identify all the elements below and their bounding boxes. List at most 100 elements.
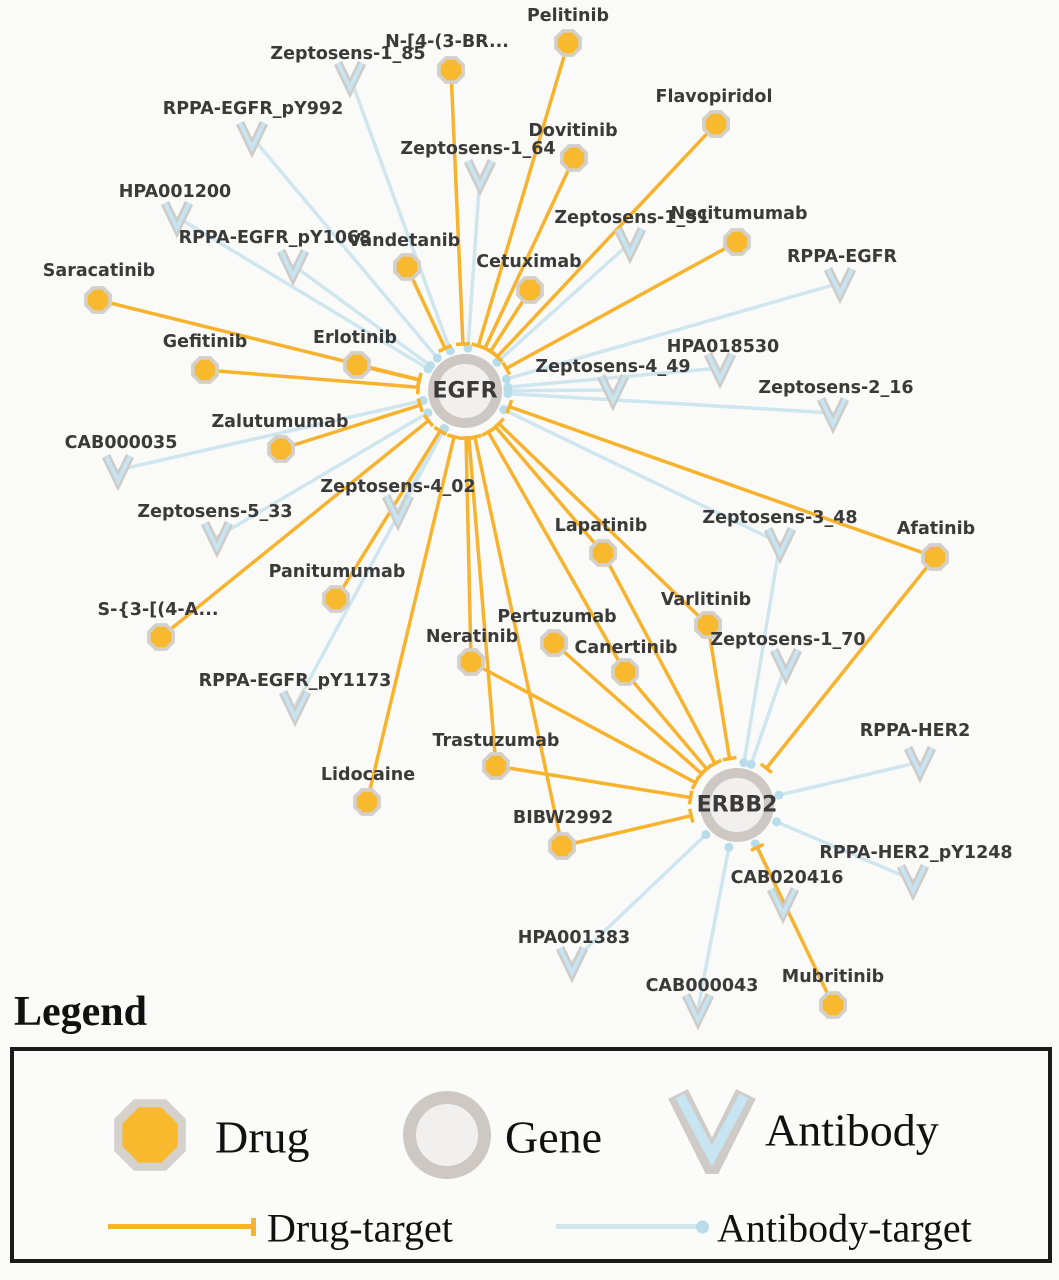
node-label-Pertuzumab: Pertuzumab	[497, 607, 616, 627]
gene-ring-icon	[438, 364, 492, 418]
edge-dot-icon	[432, 353, 442, 363]
antibody-target-edges	[117, 76, 921, 1010]
inhibition-bar-icon	[251, 1217, 256, 1236]
node-label-Flavopiridol: Flavopiridol	[656, 87, 773, 107]
edge-dot-icon	[425, 361, 435, 371]
inhibition-bar-icon	[505, 399, 514, 414]
edge-dot-icon	[724, 842, 734, 852]
drug-target-edge-Pertuzumab	[552, 641, 703, 776]
antibody-target-edge-RPPA-EGFR_pY1068	[291, 263, 432, 368]
drug-legend-label: Drug	[215, 1111, 310, 1163]
antibody-chevron-icon	[163, 202, 191, 233]
drug-target-edge-Pelitinib	[476, 42, 570, 347]
inhibition-bar-icon	[750, 842, 765, 852]
drug-octagon-icon	[924, 546, 946, 568]
antibody-target-edge-Zeptosens-1_70	[749, 663, 788, 765]
node-label-Trastuzumab: Trastuzumab	[433, 731, 560, 751]
drug-target-edge-Zalutumumab	[280, 403, 421, 451]
node-label-Neratinib: Neratinib	[426, 627, 518, 647]
node-label-Zeptosens-1_51: Zeptosens-1_51	[554, 208, 709, 228]
node-label-BIBW2992: BIBW2992	[513, 808, 613, 828]
drug-target-edge-Afatinib	[764, 555, 937, 770]
node-label-HPA001200: HPA001200	[119, 182, 231, 202]
edge-dot-icon	[746, 759, 756, 769]
antibody-target-edge-RPPA-EGFR	[505, 281, 841, 381]
drug-octagon-icon	[563, 147, 585, 169]
node-label-Dovitinib: Dovitinib	[528, 121, 617, 141]
drug-target-legend-label: Drug-target	[267, 1205, 453, 1251]
drug-octagon-icon	[551, 835, 573, 857]
inhibition-bar-icon	[492, 417, 505, 430]
antibody-target-legend-label: Antibody-target	[717, 1205, 972, 1251]
edge-dot-icon	[774, 790, 784, 800]
drug-octagon-icon	[705, 113, 727, 135]
inhibition-bar-icon	[438, 343, 453, 353]
drug-octagon-icon	[270, 438, 292, 460]
node-label-Saracatinib: Saracatinib	[43, 261, 155, 281]
inhibition-bar-icon	[690, 775, 701, 790]
inhibition-bar-icon	[415, 372, 423, 388]
drug-target-edge-BIBW2992	[473, 436, 564, 847]
inhibition-bar-icon	[446, 433, 462, 441]
antibody-target-edge-Zeptosens-4_49	[507, 388, 614, 393]
node-label-Zeptosens-4_02: Zeptosens-4_02	[320, 477, 475, 497]
edge-dot-icon	[463, 343, 473, 353]
drug-legend-icon	[114, 1099, 186, 1171]
node-label-Erlotinib: Erlotinib	[313, 328, 397, 348]
node-label-Zeptosens-1_64: Zeptosens-1_64	[400, 139, 555, 159]
drug-octagon-icon	[592, 542, 614, 564]
gene-legend-icon	[403, 1091, 491, 1179]
drug-target-edge-S-{3-[(4-A...	[159, 419, 430, 639]
antibody-chevron-icon	[384, 495, 412, 526]
antibody-chevron-icon	[466, 160, 494, 191]
drug-target-edge-Varlitinib	[706, 624, 732, 759]
node-label-RPPA-EGFR_pY1068: RPPA-EGFR_pY1068	[179, 228, 372, 248]
drug-target-edge-Lidocaine	[365, 436, 456, 803]
antibody-legend-icon	[668, 1089, 756, 1174]
antibody-chevron-icon	[766, 528, 794, 559]
drug-target-edge-Trastuzumab	[495, 764, 691, 800]
antibody-target-edge-Zeptosens-5_33	[216, 411, 429, 539]
drug-target-edges	[97, 42, 937, 1006]
node-label-Gefitinib: Gefitinib	[163, 332, 248, 352]
antibody-chevron-icon	[599, 375, 627, 406]
antibody-chevron-icon	[336, 62, 364, 93]
drug-octagon-icon	[557, 32, 579, 54]
inhibition-bar-icon	[687, 790, 694, 805]
antibody-target-legend-line	[556, 1220, 709, 1233]
inhibition-bar-icon	[501, 361, 512, 376]
node-label-N-[4-(3-BR...: N-[4-(3-BR...	[385, 32, 509, 52]
node-label-Canertinib: Canertinib	[575, 638, 678, 658]
antibody-legend-label: Antibody	[765, 1104, 939, 1156]
drug-target-edge-Trastuzumab	[467, 437, 498, 767]
node-label-CAB000035: CAB000035	[65, 433, 178, 453]
inhibition-bar-icon	[722, 755, 737, 762]
antibody-target-edge-HPA001383	[570, 833, 708, 964]
node-label-Zeptosens-1_85: Zeptosens-1_85	[270, 44, 425, 64]
antibody-target-edge-CAB000043	[696, 846, 731, 1010]
antibody-chevron-icon	[616, 228, 644, 259]
antibody-chevron-icon	[558, 947, 586, 978]
node-label-CAB020416: CAB020416	[731, 868, 844, 888]
drug-octagon-icon	[460, 651, 482, 673]
node-label-Vandetanib: Vandetanib	[348, 231, 460, 251]
antibody-target-edge-HPA018530	[507, 366, 721, 389]
gene-ring-icon	[710, 778, 764, 832]
inhibition-bar-icon	[483, 346, 498, 357]
antibody-target-edge-Zeptosens-3_48	[502, 408, 781, 545]
drug-target-edge-Dovitinib	[483, 157, 576, 350]
node-label-Mubritinib: Mubritinib	[782, 967, 884, 987]
inhibition-bar-icon	[700, 763, 714, 775]
gene-legend-label: Gene	[505, 1111, 603, 1163]
drug-octagon-icon	[325, 588, 347, 610]
drug-octagon-icon	[697, 614, 719, 636]
node-label-Zeptosens-2_16: Zeptosens-2_16	[758, 378, 913, 398]
node-label-Panitumumab: Panitumumab	[269, 562, 406, 582]
drug-target-edge-Lapatinib	[601, 552, 717, 765]
antibody-chevron-icon	[826, 268, 854, 299]
drug-target-edge-Afatinib	[508, 405, 936, 559]
node-label-RPPA-EGFR_pY1173: RPPA-EGFR_pY1173	[199, 671, 392, 691]
drug-target-edge-Panitumumab	[334, 430, 442, 600]
drug-octagon-icon	[87, 289, 109, 311]
